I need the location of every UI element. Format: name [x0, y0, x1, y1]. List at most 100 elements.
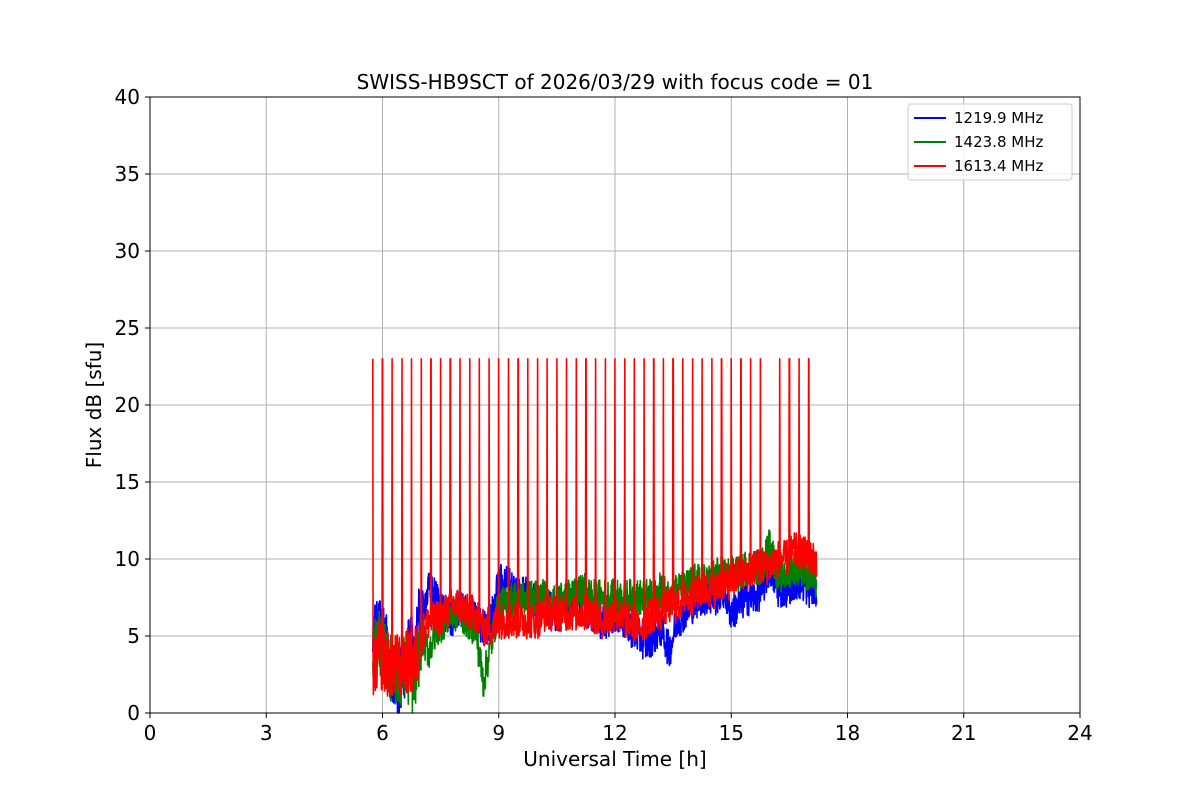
spike-point [517, 358, 519, 360]
data-point [560, 612, 562, 614]
data-point [730, 581, 732, 583]
spike-point [623, 358, 625, 360]
data-point [521, 596, 523, 598]
data-point [637, 596, 639, 598]
spike-point [556, 358, 558, 360]
spike-point [653, 358, 655, 360]
data-point [753, 596, 755, 598]
data-point [575, 612, 577, 614]
data-point [552, 612, 554, 614]
data-point [583, 612, 585, 614]
spike-point [759, 358, 761, 360]
data-point [428, 650, 430, 652]
data-point [784, 589, 786, 591]
spike-point [691, 358, 693, 360]
spike-point [410, 358, 412, 360]
data-point [459, 604, 461, 606]
spike-point [682, 358, 684, 360]
data-point [746, 596, 748, 598]
spike-point [449, 358, 451, 360]
data-point [738, 573, 740, 575]
data-point [668, 650, 670, 652]
x-tick-label: 6 [376, 721, 389, 745]
data-point [668, 604, 670, 606]
data-point [567, 612, 569, 614]
spike-point [430, 358, 432, 360]
data-point [753, 566, 755, 568]
data-point [598, 596, 600, 598]
spike-point [701, 358, 703, 360]
data-point [676, 604, 678, 606]
ticks: 0 3 6 9 12 15 18 21 24 0 5 10 15 20 25 30 35 40 [115, 85, 1093, 745]
data-point [513, 619, 515, 621]
spike-point [372, 358, 374, 360]
spike-point [643, 358, 645, 360]
data-point [800, 550, 802, 552]
spike-point [391, 358, 393, 360]
data-point [467, 612, 469, 614]
data-point [653, 612, 655, 614]
data-point [645, 619, 647, 621]
legend: 1219.9 MHz 1423.8 MHz 1613.4 MHz [907, 103, 1073, 181]
legend-box [907, 103, 1073, 181]
data-point [769, 542, 771, 544]
data-point [660, 612, 662, 614]
data-point [420, 635, 422, 637]
data-point [622, 619, 624, 621]
y-tick-label: 20 [115, 393, 140, 417]
data-point [498, 619, 500, 621]
spike-point [672, 358, 674, 360]
data-point [707, 589, 709, 591]
spike-point [662, 358, 664, 360]
data-point [792, 550, 794, 552]
data-point [629, 619, 631, 621]
data-point [372, 673, 374, 675]
x-axis-label: Universal Time [h] [523, 747, 706, 771]
series-1613-4-mhz [372, 358, 818, 698]
data-point [482, 681, 484, 683]
spike-point [798, 358, 800, 360]
data-point [622, 596, 624, 598]
legend-label: 1613.4 MHz [954, 157, 1043, 175]
data-point [521, 619, 523, 621]
data-point [482, 627, 484, 629]
data-point [792, 566, 794, 568]
data-point [614, 612, 616, 614]
data-point [730, 612, 732, 614]
data-point [397, 666, 399, 668]
data-point [645, 643, 647, 645]
y-tick-label: 5 [127, 624, 140, 648]
spike-point [594, 358, 596, 360]
data-point [808, 558, 810, 560]
x-tick-label: 18 [835, 721, 860, 745]
x-tick-label: 0 [144, 721, 157, 745]
data-point [591, 612, 593, 614]
data-point [784, 558, 786, 560]
data-point [691, 596, 693, 598]
spike-point [420, 358, 422, 360]
data-point [490, 627, 492, 629]
legend-label: 1423.8 MHz [954, 133, 1043, 151]
y-tick-label: 0 [127, 701, 140, 725]
x-tick-label: 15 [719, 721, 744, 745]
spike-point [527, 358, 529, 360]
y-tick-label: 25 [115, 316, 140, 340]
spike-point [711, 358, 713, 360]
data-point [815, 558, 817, 560]
data-point [451, 604, 453, 606]
data-point [513, 596, 515, 598]
data-point [684, 612, 686, 614]
series-layer [372, 358, 818, 714]
y-axis-label: Flux dB [sfu] [82, 342, 106, 468]
data-point [381, 658, 383, 660]
data-point [815, 581, 817, 583]
data-point [761, 589, 763, 591]
data-point [606, 619, 608, 621]
spike-point [478, 358, 480, 360]
data-point [591, 596, 593, 598]
data-point [436, 619, 438, 621]
spike-point [633, 358, 635, 360]
x-tick-label: 12 [602, 721, 627, 745]
spike-point [808, 358, 810, 360]
